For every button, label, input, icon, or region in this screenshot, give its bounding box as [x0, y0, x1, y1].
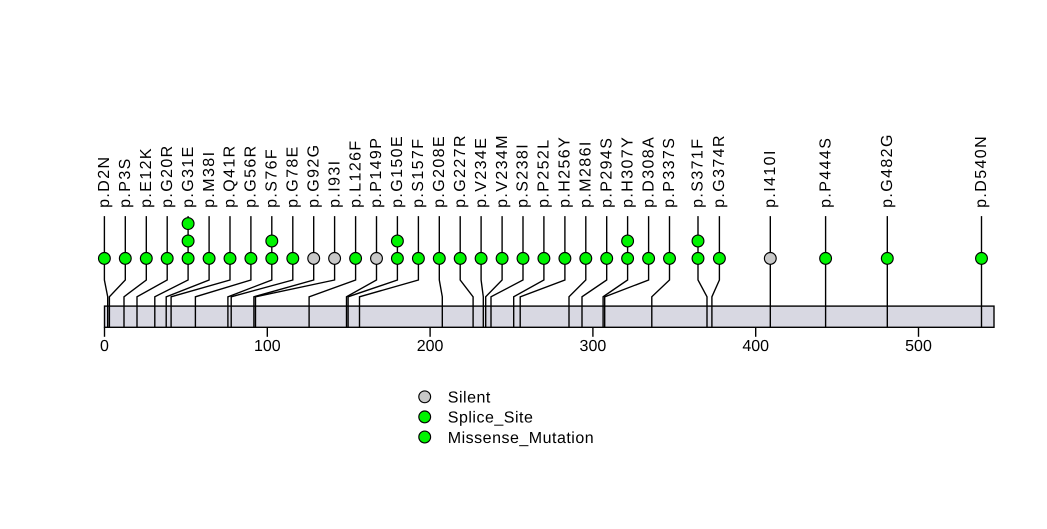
svg-text:p.P294S: p.P294S [598, 137, 615, 208]
svg-text:100: 100 [254, 338, 281, 355]
svg-text:300: 300 [580, 338, 607, 355]
svg-text:Missense_Mutation: Missense_Mutation [448, 430, 594, 447]
svg-text:p.G150E: p.G150E [389, 135, 406, 208]
svg-text:p.P3S: p.P3S [117, 157, 134, 208]
svg-text:p.G482G: p.G482G [879, 133, 896, 208]
svg-text:400: 400 [742, 338, 769, 355]
svg-text:p.L126F: p.L126F [347, 139, 364, 208]
svg-text:p.D540N: p.D540N [973, 135, 990, 208]
svg-text:p.P252L: p.P252L [536, 138, 553, 207]
svg-text:500: 500 [905, 338, 932, 355]
svg-text:p.V234E: p.V234E [473, 137, 490, 208]
svg-text:0: 0 [100, 338, 109, 355]
svg-text:p.M38I: p.M38I [201, 151, 218, 208]
svg-text:p.G374R: p.G374R [711, 134, 728, 208]
svg-text:p.E12K: p.E12K [138, 147, 155, 208]
svg-text:p.G78E: p.G78E [285, 145, 302, 208]
svg-text:p.P149P: p.P149P [368, 137, 385, 208]
svg-text:p.H307Y: p.H307Y [619, 136, 636, 208]
svg-text:p.S157F: p.S157F [410, 138, 427, 208]
svg-text:p.V234M: p.V234M [494, 134, 511, 208]
svg-text:p.G20R: p.G20R [159, 144, 176, 208]
svg-text:p.I410I: p.I410I [762, 149, 779, 208]
svg-text:p.D2N: p.D2N [96, 156, 113, 208]
svg-text:p.G227R: p.G227R [452, 134, 469, 208]
svg-text:p.H256Y: p.H256Y [557, 136, 574, 208]
svg-text:p.P444S: p.P444S [817, 137, 834, 208]
svg-text:p.S238I: p.S238I [515, 143, 532, 208]
svg-text:p.D308A: p.D308A [640, 136, 657, 208]
svg-text:p.M286I: p.M286I [578, 140, 595, 208]
svg-text:200: 200 [417, 338, 444, 355]
svg-text:p.P337S: p.P337S [661, 137, 678, 208]
svg-text:p.S76F: p.S76F [264, 148, 281, 208]
svg-text:p.I93I: p.I93I [326, 159, 343, 207]
svg-text:p.S371F: p.S371F [690, 138, 707, 208]
svg-text:p.G31E: p.G31E [180, 145, 197, 208]
svg-text:p.G56R: p.G56R [243, 144, 260, 208]
svg-text:p.G208E: p.G208E [431, 135, 448, 208]
svg-text:Splice_Site: Splice_Site [448, 410, 534, 427]
svg-text:p.Q41R: p.Q41R [222, 144, 239, 208]
svg-text:p.G92G: p.G92G [305, 143, 322, 207]
svg-text:Silent: Silent [448, 390, 491, 407]
